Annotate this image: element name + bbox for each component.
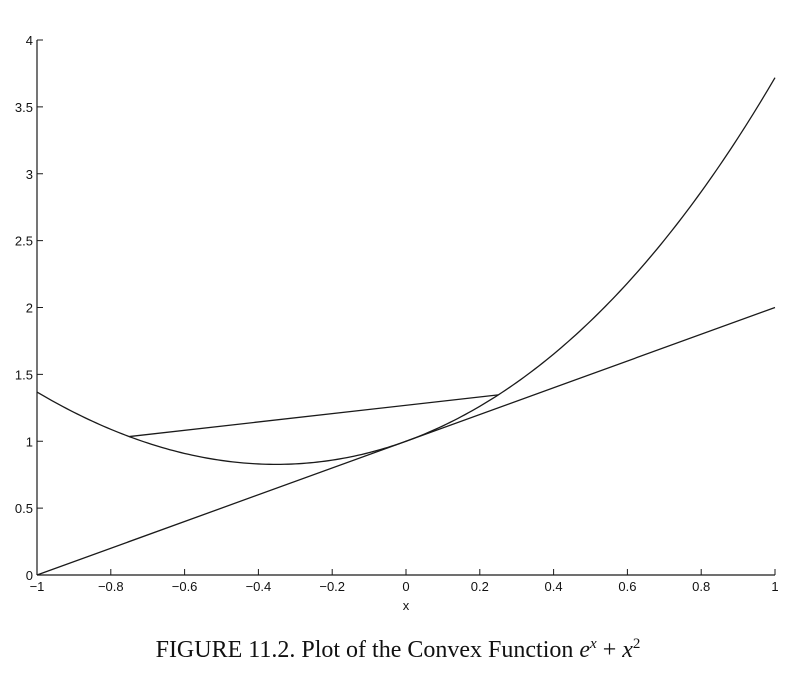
y-tick-label: 4 bbox=[26, 33, 33, 48]
x-tick-label: −1 bbox=[30, 579, 45, 594]
x-tick-label: 1 bbox=[771, 579, 778, 594]
x-tick-label: −0.4 bbox=[246, 579, 272, 594]
x-tick-label: 0.8 bbox=[692, 579, 710, 594]
caption-sup-2: 2 bbox=[632, 636, 641, 652]
y-tick-label: 1 bbox=[26, 434, 33, 449]
y-tick-label: 0 bbox=[26, 568, 33, 583]
chord-line bbox=[129, 394, 499, 438]
caption-sup-x: x bbox=[590, 636, 597, 652]
x-tick-label: 0.4 bbox=[545, 579, 563, 594]
x-tick-label: 0.6 bbox=[618, 579, 636, 594]
x-tick-label: −0.6 bbox=[172, 579, 198, 594]
axes: −1 −0.8 −0.6 −0.4 −0.2 0 0.2 0.4 0.6 0.8 1 0 0.5 1 1.5… bbox=[15, 33, 779, 594]
x-axis-label: x bbox=[403, 598, 410, 613]
caption-plus: + bbox=[596, 637, 623, 663]
y-tick-label: 0.5 bbox=[15, 501, 33, 516]
y-tick-label: 3.5 bbox=[15, 100, 33, 115]
figure-caption: FIGURE 11.2. Plot of the Convex Function… bbox=[0, 636, 796, 664]
caption-base-e: e bbox=[579, 637, 591, 663]
x-tick-label: −0.2 bbox=[319, 579, 345, 594]
y-tick-label: 1.5 bbox=[15, 367, 33, 382]
caption-base-x: x bbox=[622, 637, 633, 663]
y-tick-label: 2.5 bbox=[15, 234, 33, 249]
y-tick-label: 2 bbox=[26, 301, 33, 316]
x-tick-label: −0.8 bbox=[98, 579, 124, 594]
caption-prefix: FIGURE 11.2. Plot of the Convex Function bbox=[155, 637, 580, 663]
x-tick-label: 0.2 bbox=[471, 579, 489, 594]
tangent-line bbox=[36, 306, 776, 576]
series-layer bbox=[36, 77, 776, 576]
y-tick-label: 3 bbox=[26, 167, 33, 182]
chart: −1 −0.8 −0.6 −0.4 −0.2 0 0.2 0.4 0.6 0.8 1 0 0.5 1 1.5… bbox=[15, 33, 779, 613]
x-tick-label: 0 bbox=[402, 579, 409, 594]
convex-curve bbox=[36, 77, 776, 466]
